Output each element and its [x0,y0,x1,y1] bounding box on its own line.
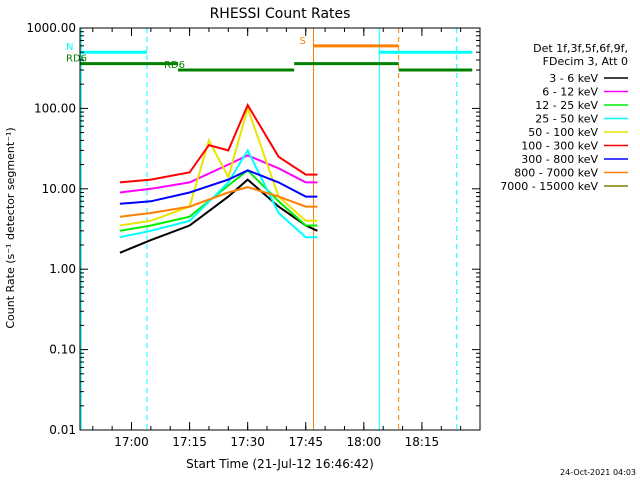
y-tick-label-5: 1000.00 [26,21,76,35]
axes: 0.01 0.10 1.00 10.00 100.00 1000.00 17:00 17:15… [26,21,481,449]
series-line-5 [119,102,318,184]
legend-label-5: 100 - 300 keV [521,140,598,153]
x-tick-label-1: 17:15 [172,435,207,449]
series-line-6 [119,169,318,205]
y-axis-label: Count Rate (s⁻¹ detector segment⁻¹) [4,127,17,328]
flag-label-2: RD6 [66,54,87,65]
y-tick-label-0: 0.01 [49,423,76,437]
flag-label-1: S [299,36,305,47]
y-tick-label-1: 0.10 [49,343,76,357]
plot-frame [79,27,481,431]
y-tick-label-2: 1.00 [49,262,76,276]
series-lines [119,102,318,254]
legend-label-2: 12 - 25 keV [535,99,598,112]
series-line-3 [119,148,318,239]
series-line-2 [119,168,318,232]
y-tick-label-4: 100.00 [34,101,76,115]
legend-label-6: 300 - 800 keV [521,153,598,166]
series-line-7 [119,186,318,218]
x-tick-label-4: 18:00 [347,435,382,449]
footer-timestamp: 24-Oct-2021 04:03 [560,468,636,477]
legend-label-0: 3 - 6 keV [549,72,598,85]
legend-label-7: 800 - 7000 keV [514,167,598,180]
legend-label-4: 50 - 100 keV [528,126,598,139]
legend-header-line-1: Det 1f,3f,5f,6f,9f, [533,42,628,55]
flag-label-3: RD6 [164,60,185,71]
flag-bars: N S RD6 RD6 [66,36,473,72]
x-tick-label-2: 17:30 [230,435,265,449]
legend-label-8: 7000 - 15000 keV [500,180,598,193]
series-line-1 [119,154,318,194]
legend-header-line-2: FDecim 3, Att 0 [543,55,628,68]
x-tick-label-0: 17:00 [114,435,149,449]
chart-title: RHESSI Count Rates [210,6,351,22]
x-axis-label: Start Time (21-Jul-12 16:46:42) [186,457,374,471]
flag-label-0: N [66,42,73,53]
legend-label-1: 6 - 12 keV [542,86,598,99]
y-tick-label-3: 10.00 [42,182,76,196]
x-tick-label-5: 18:15 [405,435,440,449]
x-tick-label-3: 17:45 [288,435,323,449]
series-line-4 [119,105,318,227]
legend-label-3: 25 - 50 keV [535,113,598,126]
